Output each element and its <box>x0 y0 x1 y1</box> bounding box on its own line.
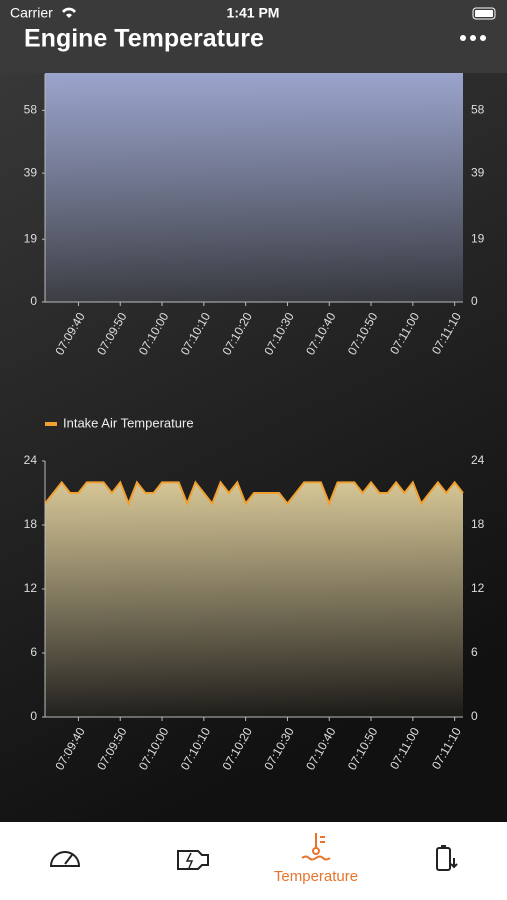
y2-tick-label: 0 <box>471 709 478 723</box>
tab-engine[interactable] <box>177 850 209 870</box>
battery-level <box>475 10 493 17</box>
y-tick-label: 0 <box>30 294 37 308</box>
y-tick-label: 39 <box>24 165 38 179</box>
y2-tick-label: 12 <box>471 581 485 595</box>
tab-battery[interactable] <box>436 845 458 871</box>
y-tick-label: 58 <box>24 103 38 117</box>
y2-tick-label: 18 <box>471 517 485 531</box>
clock: 1:41 PM <box>227 5 280 21</box>
y-tick-label: 19 <box>24 231 38 245</box>
tab-temperature[interactable] <box>301 833 331 861</box>
y2-tick-label: 39 <box>471 165 485 179</box>
y2-tick-label: 0 <box>471 294 478 308</box>
y2-tick-label: 19 <box>471 231 485 245</box>
tab-dashboard[interactable] <box>49 851 81 867</box>
y-tick-label: 0 <box>30 709 37 723</box>
series-line <box>44 480 464 507</box>
area-fill <box>45 482 463 717</box>
tab-bar <box>0 822 507 900</box>
y-tick-label: 6 <box>30 645 37 659</box>
y-tick-label: 12 <box>24 581 38 595</box>
header-bar <box>0 0 507 73</box>
battery-icon <box>472 7 496 20</box>
tab-label[interactable]: Temperature <box>274 868 358 885</box>
legend-swatch <box>45 422 57 426</box>
y2-tick-label: 6 <box>471 645 478 659</box>
y2-tick-label: 24 <box>471 453 485 467</box>
y-tick-label: 18 <box>24 517 38 531</box>
carrier: Carrier <box>10 5 53 21</box>
screen-title: Engine Temperature <box>24 25 264 53</box>
wifi-icon <box>62 7 76 18</box>
area-fill <box>45 74 463 302</box>
more-button[interactable] <box>460 35 486 41</box>
y-tick-label: 24 <box>24 453 38 467</box>
legend-label: Intake Air Temperature <box>63 415 194 430</box>
y2-tick-label: 58 <box>471 103 485 117</box>
